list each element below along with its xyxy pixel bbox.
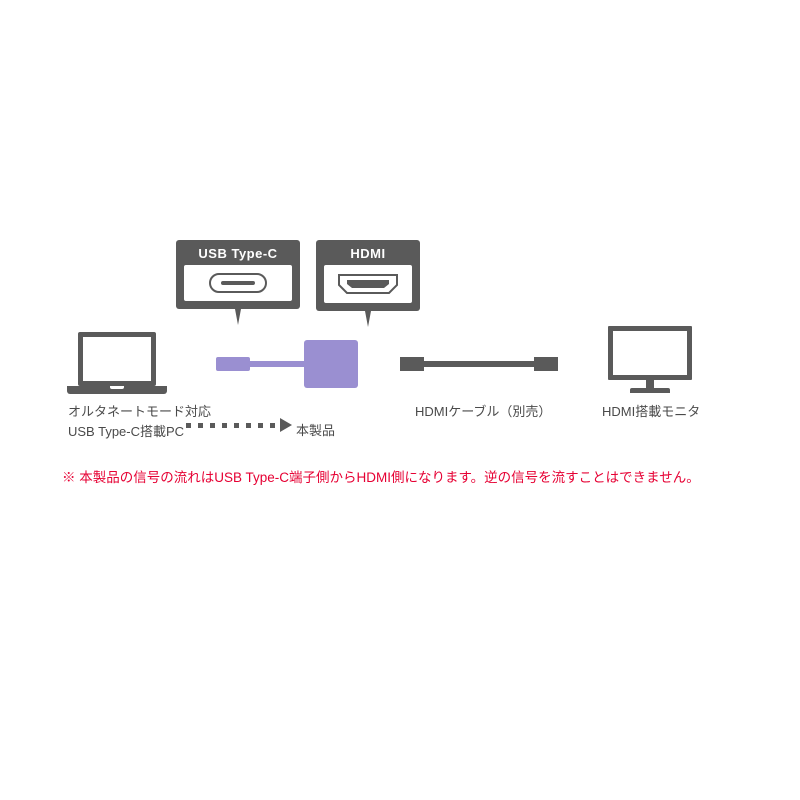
hdmi-cable bbox=[424, 361, 534, 367]
adapter-cable bbox=[250, 361, 304, 367]
callout-hdmi-title: HDMI bbox=[324, 246, 412, 261]
callout-hdmi: HDMI bbox=[316, 240, 420, 311]
callout-usbc: USB Type-C bbox=[176, 240, 300, 309]
adapter-usbc-plug bbox=[216, 357, 250, 371]
laptop-icon bbox=[78, 332, 167, 394]
label-monitor: HDMI搭載モニタ bbox=[602, 402, 700, 422]
hdmi-plug-right bbox=[534, 357, 558, 371]
warning-text: ※ 本製品の信号の流れはUSB Type-C端子側からHDMI側になります。逆の… bbox=[62, 466, 700, 486]
label-product: 本製品 bbox=[296, 421, 335, 441]
signal-flow-arrow bbox=[186, 418, 292, 432]
callout-usbc-title: USB Type-C bbox=[184, 246, 292, 261]
label-pc-line2: USB Type-C搭載PC bbox=[68, 424, 184, 439]
hdmi-port-icon bbox=[324, 265, 412, 303]
adapter-body bbox=[304, 340, 358, 388]
label-cable: HDMIケーブル（別売） bbox=[415, 402, 551, 422]
label-pc-line1: オルタネートモード対応 bbox=[68, 404, 211, 419]
hdmi-plug-left bbox=[400, 357, 424, 371]
usbc-port-icon bbox=[184, 265, 292, 301]
monitor-icon bbox=[608, 326, 692, 393]
